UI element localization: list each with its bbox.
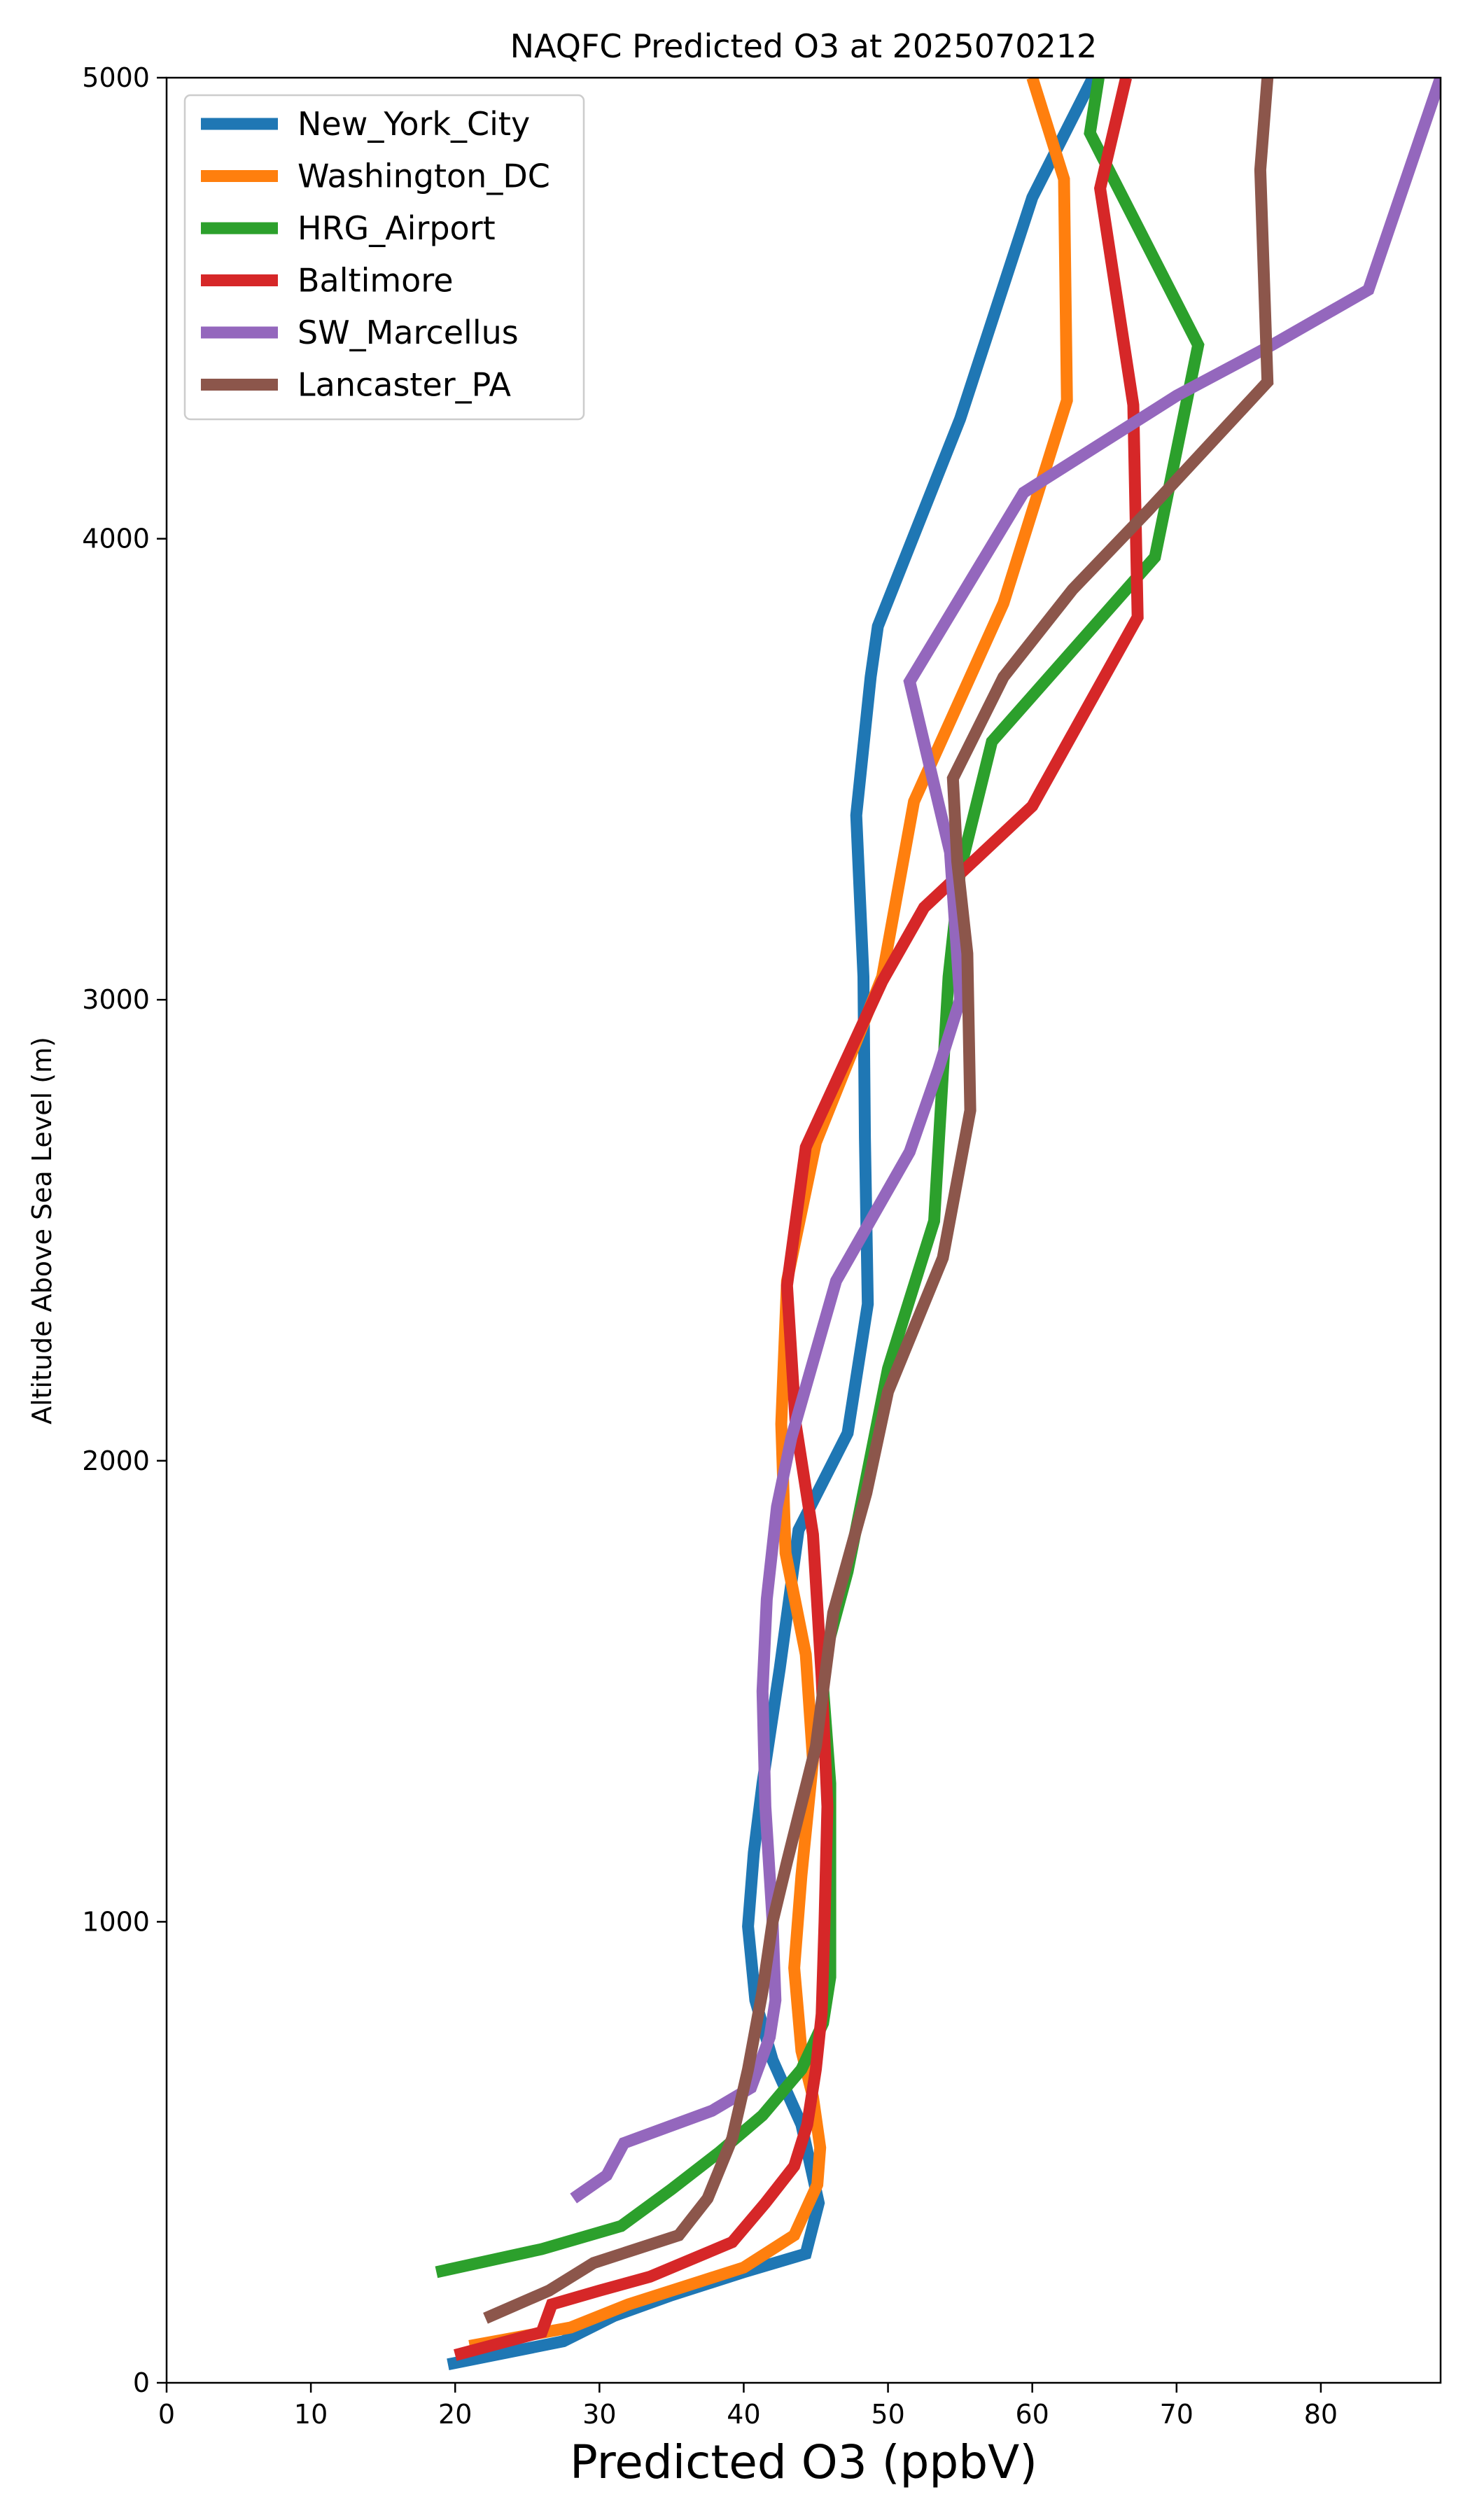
x-tick-label: 70 [1160, 2399, 1194, 2430]
x-tick-label: 0 [158, 2399, 175, 2430]
y-tick-label: 5000 [82, 62, 150, 93]
legend: New_York_City Washington_DC HRG_Airport Bal… [183, 94, 585, 421]
x-axis-label: Predicted O3 (ppbV) [570, 2435, 1037, 2489]
y-tick-label: 0 [133, 2367, 150, 2398]
x-axis: 0 10 20 30 40 50 60 70 80 [158, 2383, 1338, 2430]
x-tick-label: 10 [294, 2399, 328, 2430]
x-tick-label: 80 [1304, 2399, 1338, 2430]
x-tick-label: 30 [582, 2399, 616, 2430]
x-tick-label: 40 [727, 2399, 760, 2430]
y-axis-label: Altitude Above Sea Level (m) [27, 1037, 57, 1424]
series-line-lancaster-pa [483, 78, 1274, 2324]
legend-label-hrg-airport: HRG_Airport [298, 209, 496, 247]
legend-label-washington-dc: Washington_DC [298, 158, 550, 195]
plot-frame [165, 76, 1442, 2384]
legend-frame [183, 94, 585, 421]
y-tick-label: 1000 [82, 1906, 150, 1937]
y-tick-label: 4000 [82, 524, 150, 554]
legend-label-new-york-city: New_York_City [298, 105, 530, 143]
legend-entries: New_York_City Washington_DC HRG_Airport Bal… [201, 105, 550, 404]
y-tick-label: 3000 [82, 984, 150, 1015]
chart-title: NAQFC Predicted O3 at 2025070212 [510, 27, 1098, 65]
plot-area [165, 76, 1442, 2384]
x-tick-label: 50 [871, 2399, 904, 2430]
legend-label-sw-marcellus: SW_Marcellus [298, 314, 519, 351]
y-axis: 0 1000 2000 3000 4000 5000 [82, 62, 167, 2398]
x-tick-label: 20 [438, 2399, 472, 2430]
x-tick-label: 60 [1016, 2399, 1049, 2430]
series-layer [435, 78, 1441, 2371]
legend-label-baltimore: Baltimore [298, 262, 454, 300]
y-tick-label: 2000 [82, 1446, 150, 1476]
series-line-baltimore [454, 78, 1144, 2361]
legend-label-lancaster-pa: Lancaster_PA [298, 366, 511, 404]
